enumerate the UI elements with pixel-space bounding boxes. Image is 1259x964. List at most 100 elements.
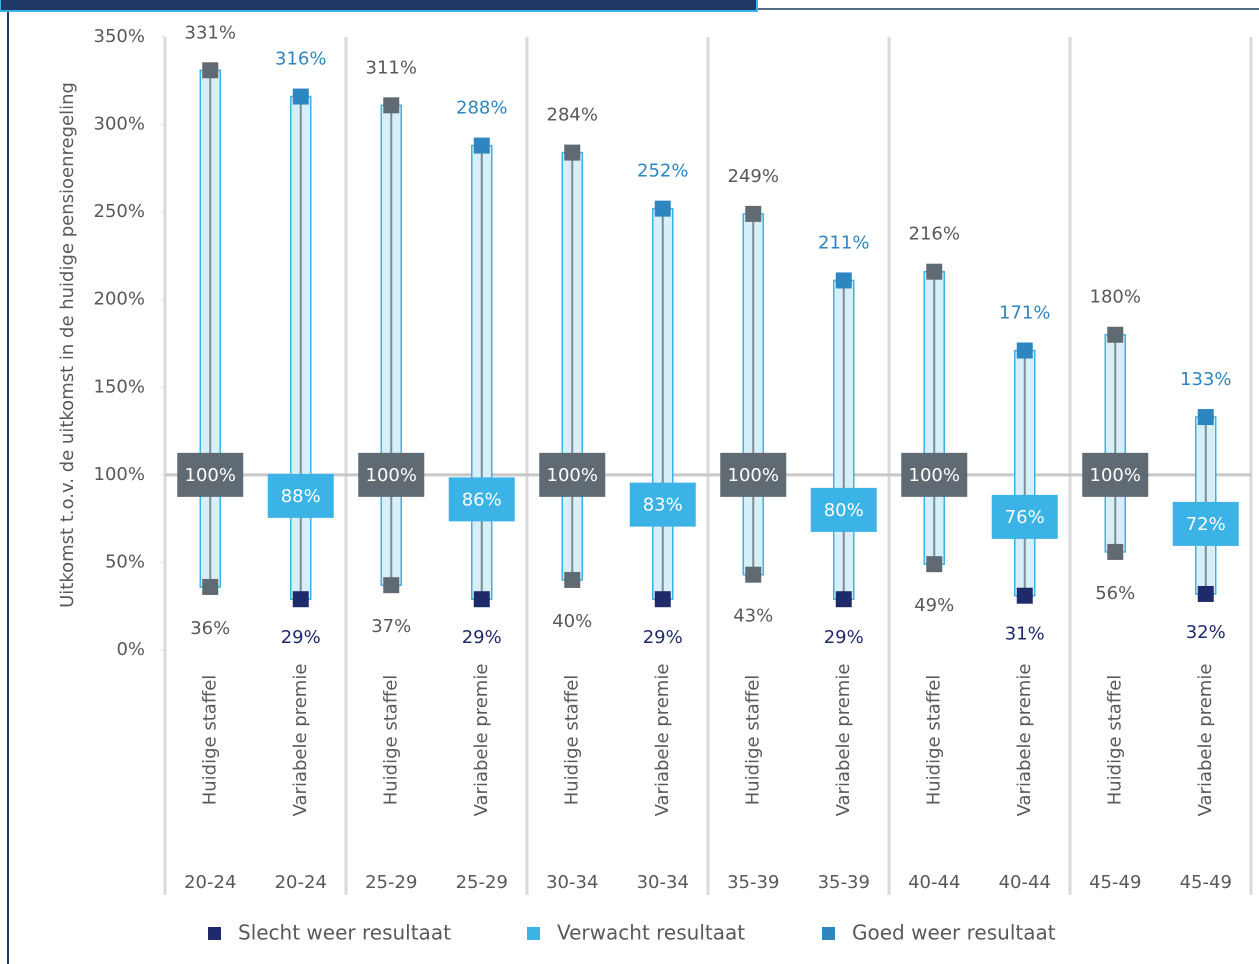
median-box bbox=[177, 452, 244, 497]
median-label: 72% bbox=[1186, 514, 1226, 535]
marker bbox=[654, 200, 671, 217]
group-label: 30-34 bbox=[546, 872, 598, 893]
value-label: 288% bbox=[456, 98, 507, 119]
median-box bbox=[358, 452, 425, 497]
value-label: 216% bbox=[909, 224, 960, 245]
value-label: 211% bbox=[818, 232, 869, 253]
title-bar bbox=[0, 0, 758, 12]
value-label: 36% bbox=[190, 618, 230, 639]
marker bbox=[1107, 543, 1124, 560]
value-label: 284% bbox=[547, 105, 598, 126]
median-label: 80% bbox=[824, 500, 864, 521]
median-label: 100% bbox=[185, 465, 236, 486]
marker bbox=[835, 591, 852, 608]
category-label: Huidige staffel bbox=[561, 675, 582, 806]
group-label: 35-39 bbox=[818, 872, 870, 893]
marker bbox=[1197, 585, 1214, 602]
marker bbox=[473, 137, 490, 154]
marker bbox=[835, 272, 852, 289]
category-label: Variabele premie bbox=[652, 664, 673, 817]
marker bbox=[1197, 409, 1214, 426]
category-label: Variabele premie bbox=[471, 664, 492, 817]
marker bbox=[564, 144, 581, 161]
y-tick-label: 0% bbox=[116, 639, 145, 660]
category-label: Huidige staffel bbox=[923, 675, 944, 806]
median-label: 100% bbox=[909, 465, 960, 486]
median-label: 100% bbox=[1090, 465, 1141, 486]
category-label: Huidige staffel bbox=[742, 675, 763, 806]
marker bbox=[1016, 587, 1033, 604]
median-label: 83% bbox=[643, 495, 683, 516]
median-label: 88% bbox=[281, 486, 321, 507]
marker bbox=[202, 578, 219, 595]
legend-label: Goed weer resultaat bbox=[852, 921, 1056, 945]
category-label: Huidige staffel bbox=[1104, 675, 1125, 806]
median-label: 100% bbox=[547, 465, 598, 486]
value-label: 43% bbox=[733, 606, 773, 627]
category-label: Variabele premie bbox=[1014, 664, 1035, 817]
value-label: 29% bbox=[643, 627, 683, 648]
median-label: 76% bbox=[1005, 507, 1045, 528]
marker bbox=[745, 205, 762, 222]
marker bbox=[202, 62, 219, 79]
marker bbox=[1107, 326, 1124, 343]
median-box bbox=[1172, 501, 1239, 546]
median-box bbox=[991, 494, 1058, 539]
category-label: Variabele premie bbox=[833, 664, 854, 817]
group-label: 40-44 bbox=[908, 872, 960, 893]
value-label: 49% bbox=[914, 595, 954, 616]
value-label: 316% bbox=[275, 49, 326, 70]
legend-swatch bbox=[527, 927, 540, 940]
marker bbox=[292, 88, 309, 105]
value-label: 180% bbox=[1090, 287, 1141, 308]
value-label: 171% bbox=[999, 303, 1050, 324]
median-label: 86% bbox=[462, 489, 502, 510]
median-box bbox=[1082, 452, 1149, 497]
legend-label: Verwacht resultaat bbox=[557, 921, 745, 945]
y-tick-label: 250% bbox=[94, 201, 145, 222]
group-label: 25-29 bbox=[456, 872, 508, 893]
value-label: 252% bbox=[637, 161, 688, 182]
value-label: 133% bbox=[1180, 369, 1231, 390]
category-label: Huidige staffel bbox=[380, 675, 401, 806]
category-label: Variabele premie bbox=[1195, 664, 1216, 817]
value-label: 249% bbox=[728, 166, 779, 187]
median-box bbox=[629, 482, 696, 527]
group-label: 25-29 bbox=[365, 872, 417, 893]
median-box bbox=[448, 477, 515, 522]
category-label: Huidige staffel bbox=[199, 675, 220, 806]
legend-swatch bbox=[208, 927, 221, 940]
value-label: 56% bbox=[1095, 583, 1135, 604]
legend-label: Slecht weer resultaat bbox=[238, 921, 451, 945]
y-tick-label: 350% bbox=[94, 26, 145, 47]
marker bbox=[745, 566, 762, 583]
group-label: 20-24 bbox=[275, 872, 327, 893]
y-tick-label: 100% bbox=[94, 464, 145, 485]
value-label: 40% bbox=[552, 611, 592, 632]
marker bbox=[926, 556, 943, 573]
value-label: 29% bbox=[462, 627, 502, 648]
y-tick-label: 200% bbox=[94, 289, 145, 310]
value-label: 311% bbox=[366, 57, 417, 78]
marker bbox=[654, 591, 671, 608]
marker bbox=[292, 591, 309, 608]
value-label: 29% bbox=[281, 627, 321, 648]
marker bbox=[564, 571, 581, 588]
y-tick-label: 150% bbox=[94, 376, 145, 397]
median-label: 100% bbox=[366, 465, 417, 486]
group-label: 20-24 bbox=[184, 872, 236, 893]
y-axis-label: Uitkomst t.o.v. de uitkomst in de huidig… bbox=[57, 82, 78, 608]
value-label: 31% bbox=[1005, 624, 1045, 645]
median-box bbox=[901, 452, 968, 497]
value-label: 331% bbox=[185, 22, 236, 43]
median-box bbox=[720, 452, 787, 497]
median-box bbox=[810, 487, 877, 532]
marker bbox=[1016, 342, 1033, 359]
value-label: 29% bbox=[824, 627, 864, 648]
group-label: 30-34 bbox=[637, 872, 689, 893]
value-label: 32% bbox=[1186, 622, 1226, 643]
group-label: 45-49 bbox=[1089, 872, 1141, 893]
marker bbox=[926, 263, 943, 280]
median-label: 100% bbox=[728, 465, 779, 486]
